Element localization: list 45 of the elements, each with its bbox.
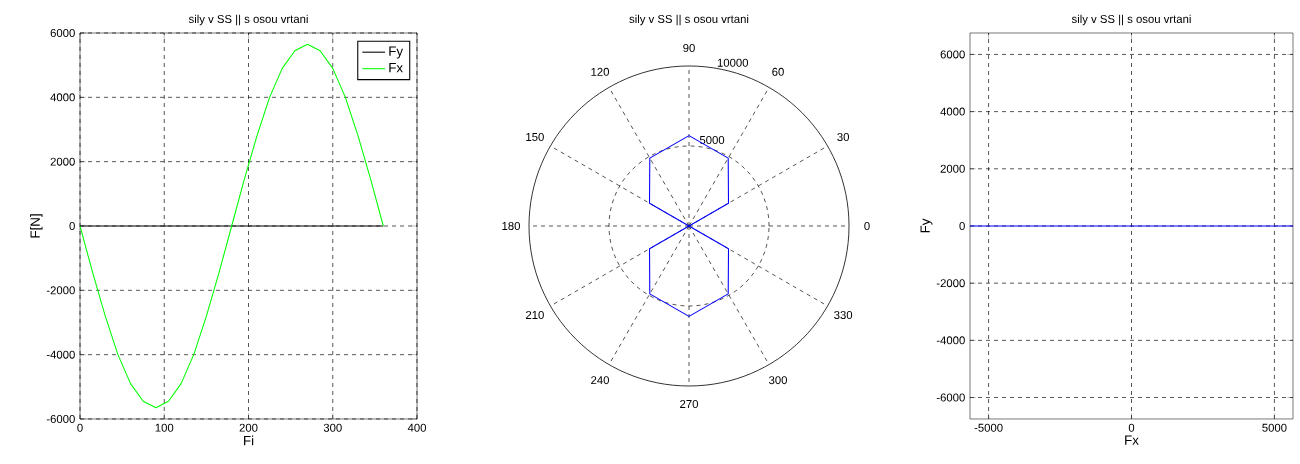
y-tick-label: 4000 — [940, 107, 965, 116]
spoke-label: 0 — [864, 221, 870, 230]
spoke-label: 300 — [768, 376, 788, 385]
x-axis-title: Fi — [244, 435, 254, 446]
x-tick-label: 0 — [1128, 423, 1135, 432]
spoke-label: 210 — [525, 310, 544, 319]
y-tick-label: -2000 — [936, 279, 965, 288]
y-axis-title: F[N] — [30, 214, 43, 238]
spoke-label: 90 — [683, 43, 695, 52]
y-tick-label: 2000 — [50, 157, 75, 166]
y-tick-label: -6000 — [46, 414, 75, 423]
x-tick-label: -5000 — [974, 423, 1003, 432]
y-tick-label: -4000 — [46, 350, 75, 359]
y-axis-title: Fy — [920, 218, 933, 233]
line-series — [80, 43, 384, 409]
spoke-label: 240 — [591, 376, 610, 385]
y-tick-label: -4000 — [936, 336, 965, 345]
y-tick-label: 6000 — [50, 29, 75, 38]
x-tick-label: 0 — [77, 423, 83, 432]
spoke-label: 30 — [837, 132, 849, 141]
spoke-label: 150 — [526, 132, 544, 141]
chart-title: sily v SS || s osou vrtani — [188, 14, 308, 26]
x-tick-label: 5000 — [1262, 423, 1287, 432]
y-tick-label: 4000 — [50, 93, 75, 102]
x-axis-title: Fx — [1125, 435, 1139, 445]
y-tick-label: 0 — [959, 221, 965, 230]
legend-label: Fx — [389, 63, 403, 73]
x-tick-label: 300 — [323, 423, 342, 432]
spoke-label: 60 — [772, 67, 784, 76]
y-tick-label: -6000 — [936, 393, 965, 402]
chart-title: sily v SS || s osou vrtani — [629, 14, 749, 26]
chart-title: sily v SS || s osou vrtani — [1071, 14, 1191, 26]
y-tick-label: 0 — [69, 221, 75, 230]
spoke-label: 330 — [834, 310, 853, 319]
y-tick-label: 10000 — [717, 58, 749, 67]
y-tick-label: -2000 — [46, 286, 75, 295]
legend-label: Fy — [389, 46, 404, 59]
y-tick-label: 2000 — [940, 164, 965, 173]
y-tick-label: 6000 — [940, 50, 965, 59]
x-tick-label: 200 — [239, 423, 258, 432]
spoke-label: 270 — [680, 399, 699, 408]
spoke-label: 120 — [591, 67, 610, 76]
x-tick-label: 100 — [155, 423, 174, 432]
x-tick-label: 400 — [407, 423, 427, 432]
spoke-label: 180 — [502, 221, 521, 230]
